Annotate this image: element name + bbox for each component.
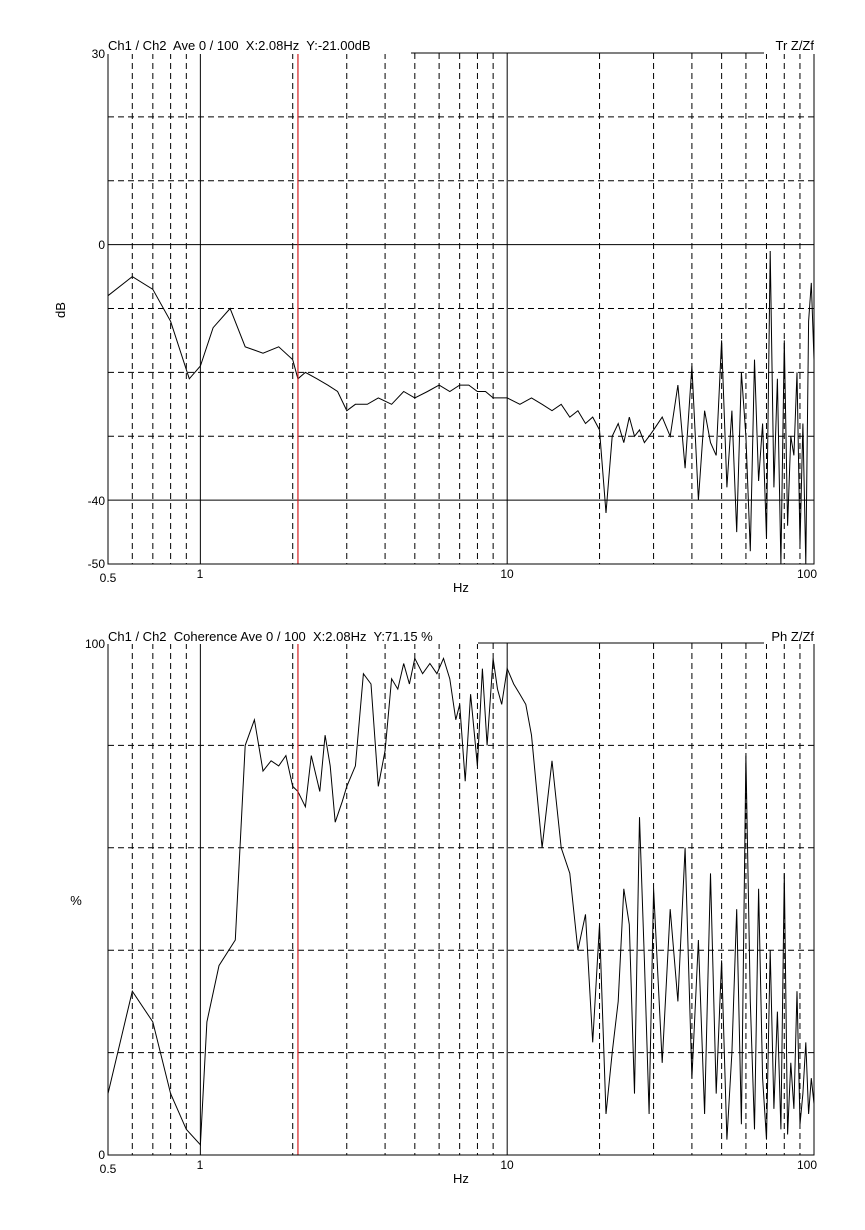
bottom-y-axis-label: % (70, 893, 82, 908)
bottom-x-tick-0.5: 0.5 (100, 1162, 117, 1176)
top-y-tick-0: 0 (98, 238, 105, 252)
bottom-x-axis-label: Hz (453, 1171, 469, 1186)
top-x-tick-100: 100 (797, 567, 817, 581)
top-trace-line (107, 250, 815, 565)
bottom-x-tick-10: 10 (500, 1158, 514, 1172)
top-grid (108, 53, 814, 564)
top-plot-border (107, 52, 815, 565)
top-y-tick-30: 30 (92, 47, 106, 61)
bottom-header-right-bg (764, 628, 816, 644)
top-panel: Ch1 / Ch2 Ave 0 / 100 X:2.08Hz Y:-21.00d… (53, 38, 817, 595)
top-y-tick-neg50: -50 (88, 557, 106, 571)
bottom-x-tick-1: 1 (197, 1158, 204, 1172)
top-header-right-bg (764, 38, 816, 54)
bottom-y-tick-0: 0 (98, 1148, 105, 1162)
bottom-x-tick-100: 100 (797, 1158, 817, 1172)
top-header-left: Ch1 / Ch2 Ave 0 / 100 X:2.08Hz Y:-21.00d… (108, 38, 371, 53)
bottom-panel: Ch1 / Ch2 Coherence Ave 0 / 100 X:2.08Hz… (70, 628, 817, 1186)
top-y-tick-neg40: -40 (88, 494, 106, 508)
top-header-right: Tr Z/Zf (775, 38, 814, 53)
bottom-header-bg (106, 628, 478, 644)
top-header-bg (106, 38, 411, 54)
top-y-axis-label: dB (53, 302, 68, 318)
bottom-header-left: Ch1 / Ch2 Coherence Ave 0 / 100 X:2.08Hz… (108, 629, 433, 644)
top-x-tick-10: 10 (500, 567, 514, 581)
bottom-trace-line (107, 656, 815, 1147)
top-x-axis-label: Hz (453, 580, 469, 595)
top-x-tick-1: 1 (197, 567, 204, 581)
top-x-tick-0.5: 0.5 (100, 571, 117, 585)
bottom-y-tick-100: 100 (85, 637, 105, 651)
bottom-header-right: Ph Z/Zf (771, 629, 814, 644)
